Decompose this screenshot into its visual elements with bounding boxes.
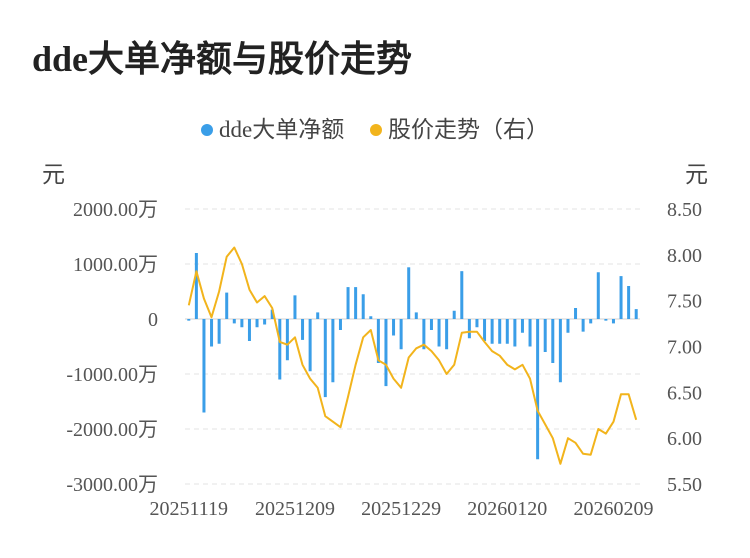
dde-bar[interactable] [634,309,638,319]
dde-bar[interactable] [225,292,229,319]
dde-bar[interactable] [498,319,502,344]
dde-bar[interactable] [232,319,236,324]
right-axis-unit: 元 [685,162,708,187]
legend-item-price[interactable]: 股价走势（右） [369,110,549,144]
legend-dot-dde [201,123,214,136]
x-tick-label: 20260120 [467,498,547,520]
dde-bar[interactable] [445,319,449,350]
legend-label-dde: dde大单净额 [219,117,345,142]
dde-bar[interactable] [513,319,517,347]
dde-bar[interactable] [384,319,388,387]
x-tick-label: 20260209 [573,498,653,520]
right-tick-label: 8.50 [667,199,702,221]
dde-bar[interactable] [460,271,464,319]
dde-bar[interactable] [414,312,418,319]
dde-bar[interactable] [429,319,433,330]
legend: dde大单净额 股价走势（右） [0,110,750,144]
dde-bar[interactable] [536,319,540,460]
dde-bar[interactable] [346,287,350,319]
dde-bar[interactable] [255,319,259,328]
dde-bar[interactable] [505,319,509,344]
dde-bar[interactable] [285,319,289,361]
dde-bar[interactable] [369,316,373,319]
dde-bar[interactable] [354,287,358,319]
dde-bar[interactable] [483,319,487,341]
left-axis-unit: 元 [42,162,65,187]
legend-item-dde[interactable]: dde大单净额 [201,110,344,144]
dde-bar[interactable] [316,312,320,319]
dde-bar[interactable] [581,319,585,332]
dde-bar[interactable] [422,319,426,350]
dde-bar[interactable] [338,319,342,330]
dde-bar[interactable] [574,308,578,319]
left-tick-label: 0 [148,309,158,331]
dde-bar[interactable] [551,319,555,363]
dde-bar[interactable] [399,319,403,350]
dde-bar[interactable] [392,319,396,336]
dde-bar[interactable] [596,272,600,319]
x-tick-label: 20251209 [255,498,335,520]
dde-bar[interactable] [407,267,411,319]
legend-dot-price [369,123,382,136]
dde-bar[interactable] [437,319,441,347]
dde-bar[interactable] [361,294,365,319]
x-tick-label: 20251229 [361,498,441,520]
dde-bar[interactable] [558,319,562,383]
dde-bar[interactable] [528,319,532,347]
right-tick-label: 7.50 [667,291,702,313]
dde-bar[interactable] [187,319,191,321]
dde-bar[interactable] [376,319,380,363]
dde-bar[interactable] [301,319,305,340]
right-tick-label: 6.00 [667,428,702,450]
dde-bar[interactable] [293,295,297,319]
dde-bar[interactable] [475,319,479,328]
dde-bar[interactable] [627,286,631,319]
left-tick-label: -1000.00万 [66,364,158,386]
left-tick-label: -2000.00万 [66,419,158,441]
left-tick-label: 1000.00万 [73,254,158,276]
dde-bar[interactable] [247,319,251,341]
chart-title: dde大单净额与股价走势 [32,39,413,79]
dde-bar[interactable] [566,319,570,333]
dde-bar[interactable] [263,319,267,325]
right-tick-label: 7.00 [667,337,702,359]
dde-bar[interactable] [194,253,198,319]
x-tick-label: 20251119 [150,498,229,520]
dde-bar[interactable] [278,319,282,380]
dde-bar[interactable] [490,319,494,344]
dde-bar[interactable] [202,319,206,413]
dde-bar[interactable] [604,319,608,321]
dde-bar[interactable] [619,276,623,319]
dde-bar[interactable] [452,310,456,319]
left-tick-label: 2000.00万 [73,199,158,221]
right-tick-label: 6.50 [667,382,702,404]
dde-bar[interactable] [467,319,471,339]
right-tick-label: 5.50 [667,474,702,496]
dde-bar[interactable] [308,319,312,372]
dde-bar[interactable] [520,319,524,333]
dde-bar[interactable] [210,319,214,347]
dde-bar[interactable] [543,319,547,352]
dde-bar[interactable] [589,319,593,324]
dde-bar[interactable] [270,309,274,319]
dde-bar[interactable] [331,319,335,383]
dde-bar[interactable] [611,319,615,324]
dde-bar[interactable] [240,319,244,328]
dde-bar[interactable] [323,319,327,398]
dde-bar[interactable] [217,319,221,344]
right-tick-label: 8.00 [667,245,702,267]
price-line[interactable] [187,246,638,465]
left-tick-label: -3000.00万 [66,474,158,496]
legend-label-price: 股价走势（右） [387,117,549,142]
